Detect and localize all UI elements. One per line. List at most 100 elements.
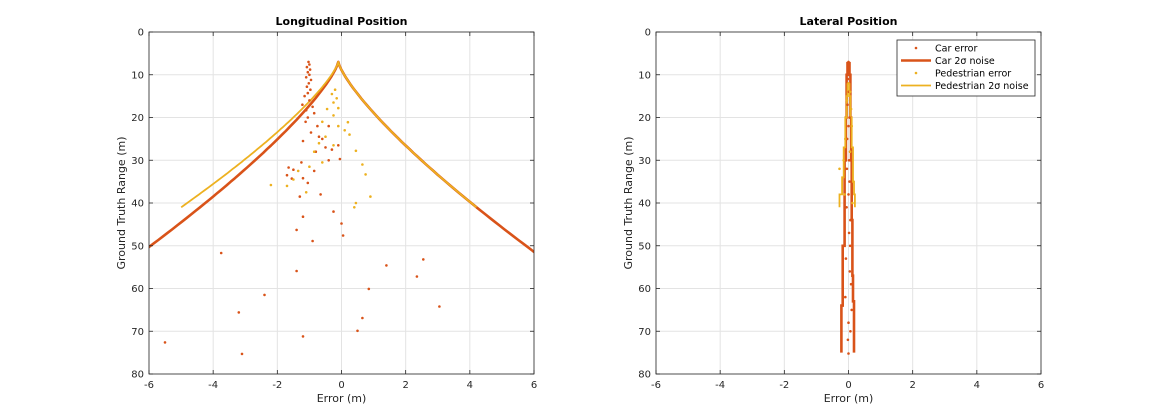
x-tick-label: 4 [974, 380, 980, 391]
car-error-point [848, 116, 851, 119]
car-error-point [298, 195, 302, 198]
car-error-point [319, 193, 322, 196]
x-tick-label: -6 [144, 380, 154, 391]
x-tick-label: -2 [779, 380, 789, 391]
car-error-point [303, 94, 306, 98]
y-tick-label: 70 [131, 327, 144, 338]
car-error-point [287, 166, 290, 169]
pedestrian-error-point [844, 116, 848, 119]
car-error-point [308, 73, 311, 77]
car-error-point [848, 270, 852, 273]
pedestrian-error-point [312, 150, 316, 153]
y-tick-label: 40 [638, 199, 651, 210]
car-error-point [332, 210, 335, 213]
x-tick-label: -4 [715, 380, 725, 391]
pedestrian-error-point [843, 193, 846, 196]
car-error-point [847, 69, 851, 72]
pedestrian-error-point [845, 99, 849, 102]
car-error-point [311, 239, 314, 243]
pedestrian-error-point [343, 129, 347, 132]
car-error-point [847, 231, 851, 235]
pedestrian-error-point [325, 107, 329, 111]
x-tick-label: 2 [402, 380, 408, 391]
car-error-point [263, 293, 266, 297]
car-error-point [311, 105, 314, 109]
pedestrian-error-point [369, 195, 372, 198]
car-error-point [847, 321, 850, 325]
car-error-point [312, 169, 316, 173]
car-noise-right-bound [848, 61, 856, 353]
y-tick-label: 20 [638, 113, 651, 124]
car-error-point [849, 330, 852, 333]
car-error-point [305, 65, 309, 69]
car-error-point [306, 116, 310, 119]
car-error-point [309, 131, 313, 134]
y-tick-label: 0 [138, 28, 144, 39]
car-error-point [337, 144, 340, 147]
car-error-point [356, 329, 359, 333]
pedestrian-error-point [324, 135, 327, 138]
y-axis-label: Ground Truth Range (m) [622, 137, 635, 270]
car-error-point [847, 193, 850, 196]
car-error-point [340, 222, 343, 225]
car-error-point [305, 85, 309, 88]
car-error-point [846, 103, 849, 106]
pedestrian-error-point [354, 201, 358, 205]
car-error-point [301, 176, 305, 180]
car-error-point [304, 120, 307, 124]
y-tick-label: 0 [645, 28, 651, 39]
data-layer [149, 60, 534, 356]
car-error-point [295, 228, 298, 232]
car-error-point [847, 159, 851, 162]
y-tick-label: 30 [131, 156, 144, 167]
pedestrian-error-point [304, 191, 308, 194]
pedestrian-error-point [848, 150, 852, 153]
y-tick-label: 10 [131, 70, 144, 81]
car-error-point [306, 91, 310, 95]
car-error-point [301, 335, 305, 338]
car-error-point [304, 108, 308, 112]
x-tick-label: -2 [272, 380, 282, 391]
car-error-point [309, 88, 312, 91]
car-error-point [295, 269, 298, 273]
y-tick-label: 50 [638, 241, 651, 252]
car-error-point [301, 139, 305, 143]
pedestrian-error-point [333, 88, 337, 91]
car-error-point [845, 167, 849, 171]
car-error-point [850, 308, 853, 312]
car-error-point [845, 206, 848, 209]
pedestrian-error-point [852, 180, 855, 183]
car-error-point [327, 124, 331, 128]
pedestrian-error-point [321, 161, 324, 164]
longitudinal-position-plot: -6 -4 -2 0 2 4 601020304050607080Longitudinal … [115, 15, 537, 405]
pedestrian-error-point [337, 124, 340, 128]
pedestrian-error-point [848, 90, 852, 94]
legend-entry-label: Car error [935, 43, 977, 54]
y-tick-label: 50 [131, 241, 144, 252]
pedestrian-error-point [842, 159, 845, 162]
pedestrian-error-point [849, 107, 853, 111]
car-error-point [219, 251, 223, 255]
legend-entry-label: Pedestrian error [935, 68, 1011, 79]
car-error-point [292, 168, 295, 171]
car-error-point [240, 352, 244, 356]
y-tick-label: 30 [638, 156, 651, 167]
x-tick-label: 6 [531, 380, 537, 391]
car-error-point [330, 148, 334, 151]
y-axis-label: Ground Truth Range (m) [115, 137, 128, 270]
y-tick-label: 10 [638, 70, 651, 81]
car-error-point [848, 244, 852, 248]
car-error-point [847, 352, 850, 355]
car-error-point [324, 146, 327, 149]
car-error-point [285, 173, 289, 177]
car-error-point [301, 215, 305, 218]
pedestrian-error-point [308, 165, 311, 168]
car-error-point [306, 70, 310, 74]
car-error-point [327, 159, 331, 162]
car-error-point [846, 77, 850, 81]
x-tick-label: -6 [651, 380, 661, 391]
x-tick-label: 0 [338, 380, 344, 391]
car-error-point [844, 257, 848, 260]
